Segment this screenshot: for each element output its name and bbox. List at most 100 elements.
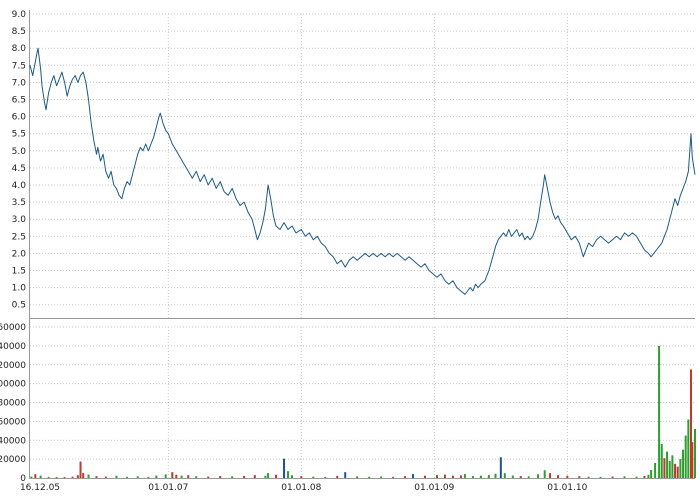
price-axis-label: 5.0 bbox=[12, 147, 27, 157]
volume-bar bbox=[690, 369, 693, 478]
price-axis-label: 3.0 bbox=[12, 215, 27, 225]
volume-bar bbox=[231, 476, 234, 478]
volume-axis-label: 20000 bbox=[0, 455, 26, 465]
volume-bar bbox=[253, 475, 256, 478]
volume-bar bbox=[503, 473, 506, 478]
volume-bar bbox=[676, 466, 679, 478]
volume-bar bbox=[519, 476, 522, 478]
volume-bar bbox=[291, 475, 294, 478]
volume-bar bbox=[380, 476, 383, 478]
x-axis-label: 01.01.09 bbox=[414, 483, 454, 493]
volume-axis-label: 0 bbox=[20, 474, 26, 484]
volume-bar bbox=[684, 435, 687, 478]
volume-bar bbox=[587, 476, 590, 478]
volume-bar bbox=[219, 476, 222, 478]
volume-bar bbox=[471, 476, 474, 478]
volume-bar bbox=[264, 475, 267, 478]
price-axis-label: 7.5 bbox=[12, 61, 26, 71]
price-axis-label: 9.0 bbox=[12, 10, 27, 20]
volume-bar bbox=[76, 475, 79, 478]
volume-bar bbox=[557, 475, 560, 478]
volume-bar bbox=[660, 444, 663, 478]
volume-bar bbox=[300, 476, 303, 478]
volume-bar bbox=[39, 475, 42, 478]
volume-bar bbox=[126, 476, 129, 478]
volume-axis-label: 100000 bbox=[0, 380, 26, 390]
volume-axis-label: 60000 bbox=[0, 417, 26, 427]
volume-bar bbox=[30, 476, 33, 478]
volume-bar bbox=[599, 476, 602, 478]
volume-axis-label: 80000 bbox=[0, 399, 26, 409]
x-axis-label: 16.12.05 bbox=[20, 483, 60, 493]
volume-bar bbox=[674, 463, 677, 478]
price-axis-label: 8.0 bbox=[12, 44, 27, 54]
volume-bar bbox=[63, 476, 66, 478]
volume-bar bbox=[424, 475, 427, 478]
price-axis-label: 2.0 bbox=[12, 249, 27, 259]
price-axis-label: 4.5 bbox=[12, 164, 26, 174]
volume-bar bbox=[95, 476, 98, 478]
volume-bar bbox=[654, 462, 657, 478]
volume-bar bbox=[356, 476, 359, 478]
price-line bbox=[29, 47, 696, 295]
volume-bar bbox=[336, 475, 339, 478]
price-axis-label: 4.0 bbox=[12, 181, 27, 191]
volume-bar bbox=[187, 475, 190, 478]
volume-bar bbox=[549, 473, 552, 478]
volume-bar bbox=[82, 473, 85, 478]
volume-bar bbox=[55, 477, 58, 479]
volume-axis-label: 160000 bbox=[0, 323, 26, 333]
volume-bar bbox=[136, 476, 139, 478]
price-axis-label: 0.5 bbox=[12, 301, 26, 311]
volume-bar bbox=[494, 473, 497, 478]
volume-bar bbox=[635, 476, 638, 478]
price-axis-label: 1.5 bbox=[12, 267, 26, 277]
price-axis-label: 5.5 bbox=[12, 130, 26, 140]
volume-bar bbox=[287, 471, 290, 478]
volume-bar bbox=[283, 458, 286, 478]
volume-bar bbox=[312, 476, 315, 478]
volume-bar bbox=[87, 474, 90, 478]
price-axis-label: 6.5 bbox=[12, 96, 26, 106]
x-axis-label: 01.01.07 bbox=[148, 483, 188, 493]
volume-bar bbox=[658, 345, 661, 478]
volume-bar bbox=[487, 474, 490, 478]
volume-bar bbox=[404, 476, 407, 478]
price-axis-label: 1.0 bbox=[12, 284, 27, 294]
volume-bar bbox=[668, 461, 671, 478]
volume-axis-label: 40000 bbox=[0, 436, 26, 446]
volume-bar bbox=[392, 476, 395, 478]
volume-bar bbox=[164, 474, 167, 478]
volume-axis-label: 120000 bbox=[0, 361, 26, 371]
volume-bar bbox=[623, 476, 626, 478]
volume-bar bbox=[47, 476, 50, 478]
price-axis-label: 6.0 bbox=[12, 113, 27, 123]
volume-bar bbox=[459, 475, 462, 478]
volume-bar bbox=[463, 474, 466, 478]
volume-bar bbox=[537, 474, 540, 478]
volume-bar bbox=[147, 476, 150, 478]
volume-bar bbox=[267, 473, 270, 478]
volume-bar bbox=[155, 475, 158, 478]
volume-bar bbox=[578, 476, 581, 478]
volume-bar bbox=[104, 476, 107, 478]
volume-bar bbox=[650, 469, 653, 478]
volume-bar bbox=[566, 475, 569, 478]
volume-bar bbox=[527, 476, 530, 478]
volume-bar bbox=[611, 476, 614, 478]
volume-bar bbox=[666, 451, 669, 478]
volume-bar bbox=[687, 419, 690, 478]
volume-bar bbox=[412, 474, 415, 478]
volume-bar bbox=[368, 476, 371, 478]
volume-bar bbox=[171, 472, 174, 478]
volume-axis-label: 140000 bbox=[0, 342, 26, 352]
volume-bar bbox=[195, 476, 198, 478]
volume-bar bbox=[499, 457, 502, 478]
volume-bar bbox=[324, 476, 327, 478]
volume-bar bbox=[671, 455, 674, 478]
x-axis-label: 01.01.10 bbox=[547, 483, 587, 493]
price-axis-label: 7.0 bbox=[12, 78, 27, 88]
